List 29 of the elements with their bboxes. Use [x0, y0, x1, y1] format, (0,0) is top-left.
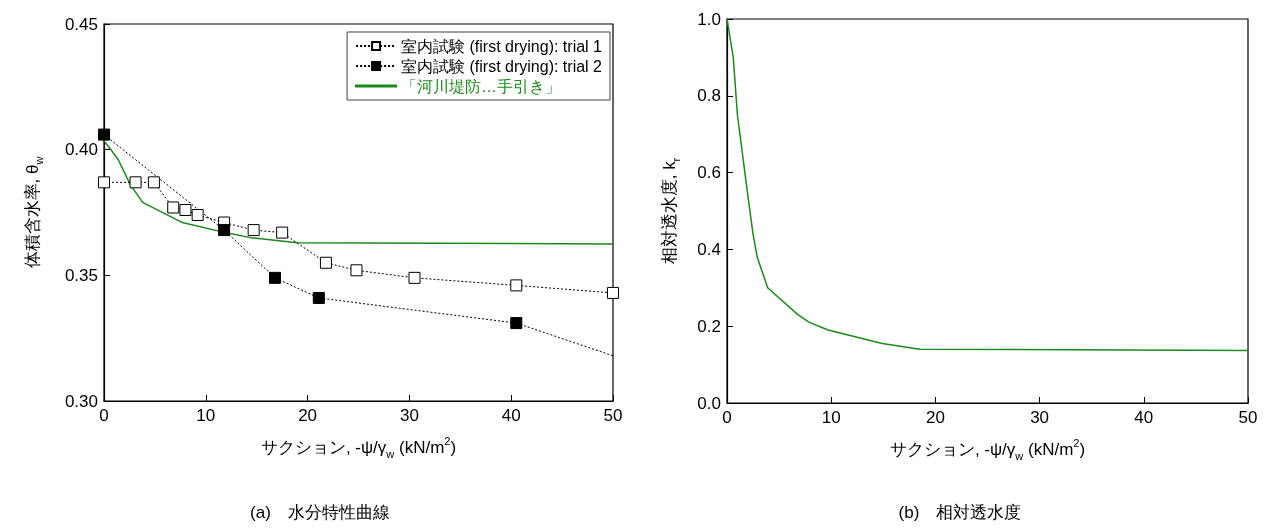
x-tick-label: 30 — [399, 406, 419, 425]
y-tick-label: 0.35 — [64, 265, 98, 285]
x-tick-label: 20 — [925, 408, 945, 427]
y-tick-label: 0.8 — [697, 86, 721, 106]
y-tick-label: 0.6 — [697, 163, 721, 183]
y-tick-label: 0.4 — [697, 239, 721, 259]
text: (b) 相対透水度 — [898, 503, 1022, 522]
y-tick-label: 0.45 — [64, 14, 98, 34]
x-tick-label: 40 — [1134, 408, 1154, 427]
text: (a) 水分特性曲線 — [250, 503, 390, 522]
x-tick-label: 30 — [1030, 408, 1050, 427]
y-tick-label: 0.40 — [64, 140, 98, 160]
y-axis-title: 体積含水率, θw — [22, 156, 45, 269]
legend-label: 室内試験 (first drying): trial 2 — [401, 57, 603, 75]
legend-label: 「河川堤防…手引き」 — [401, 77, 562, 95]
x-tick-label: 20 — [298, 406, 318, 425]
y-tick-label: 0.0 — [697, 393, 721, 413]
legend-label: 室内試験 (first drying): trial 1 — [401, 37, 603, 55]
x-tick-label: 10 — [821, 408, 841, 427]
x-tick-label: 0 — [722, 408, 732, 427]
x-tick-label: 40 — [501, 406, 521, 425]
x-tick-label: 50 — [1238, 408, 1258, 427]
x-tick-label: 0 — [99, 406, 109, 425]
y-tick-label: 0.2 — [697, 316, 721, 336]
y-tick-label: 0.30 — [64, 391, 98, 411]
x-tick-label: 10 — [196, 406, 216, 425]
y-axis-title: 相対透水度, kr — [659, 157, 682, 265]
y-tick-label: 1.0 — [697, 9, 721, 29]
x-tick-label: 50 — [603, 406, 623, 425]
